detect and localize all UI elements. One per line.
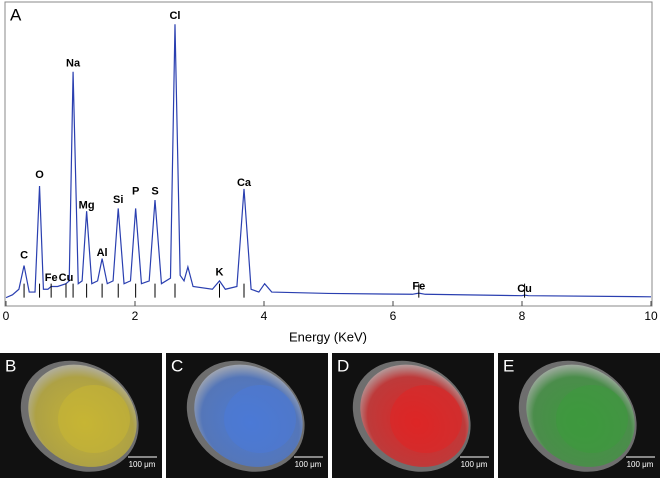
x-tick-label: 2 (132, 309, 139, 323)
element-label: O (35, 169, 44, 181)
x-axis-label: Energy (KeV) (289, 329, 367, 344)
element-label: K (216, 266, 224, 278)
panel-label: D (337, 356, 349, 375)
scale-bar-label: 100 μm (461, 460, 488, 469)
element-label: Al (97, 247, 108, 259)
scale-bar-label: 100 μm (129, 460, 156, 469)
element-label: Na (66, 57, 81, 69)
x-tick-label: 6 (390, 309, 397, 323)
specimen-core (390, 385, 462, 453)
panel-label: C (171, 356, 183, 375)
spectrum-line (5, 24, 652, 299)
element-label: Cu (59, 272, 74, 284)
element-label: Cu (517, 283, 532, 295)
specimen-core (224, 385, 296, 453)
panel-label: A (10, 5, 22, 24)
image-panel: E 100 μm (498, 353, 660, 478)
element-label: Fe (412, 280, 425, 292)
x-tick-label: 10 (644, 309, 658, 323)
plot-frame (4, 1, 653, 307)
panel-label: B (5, 356, 16, 375)
scale-bar-label: 100 μm (295, 460, 322, 469)
image-panel: D 100 μm (332, 353, 494, 478)
specimen-core (58, 385, 130, 453)
image-panel: B 100 μm (0, 353, 162, 478)
scale-bar-label: 100 μm (627, 460, 654, 469)
image-panel: C 100 μm (166, 353, 328, 478)
element-label: Mg (79, 200, 95, 212)
x-tick-label: 4 (261, 309, 268, 323)
specimen-core (556, 385, 628, 453)
element-label: Ca (237, 177, 252, 189)
x-tick-label: 8 (519, 309, 526, 323)
panel-label: E (503, 356, 514, 375)
element-label: S (151, 186, 158, 198)
element-label: P (132, 186, 139, 198)
element-label: Fe (45, 272, 58, 284)
element-label: Si (113, 194, 123, 206)
element-label: C (20, 250, 28, 262)
element-label: Cl (169, 10, 180, 22)
x-tick-label: 0 (3, 309, 10, 323)
